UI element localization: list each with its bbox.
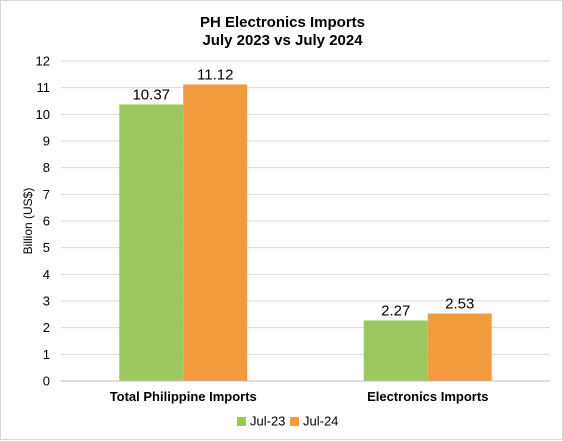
legend-label: Jul-23 (250, 414, 285, 429)
y-tick-label: 12 (36, 54, 50, 69)
chart-title-line2: July 2023 vs July 2024 (202, 32, 363, 49)
legend-swatch (290, 417, 299, 426)
x-category-label: Electronics Imports (367, 389, 488, 404)
x-category-label: Total Philippine Imports (110, 389, 257, 404)
data-label: 2.27 (381, 302, 410, 319)
chart-title-line1: PH Electronics Imports (199, 14, 366, 31)
legend-swatch (237, 417, 246, 426)
y-tick-label: 0 (43, 374, 50, 389)
bar-jul-24 (183, 84, 248, 381)
bar-jul-24 (427, 313, 492, 381)
y-tick-label: 3 (43, 294, 50, 309)
data-label: 2.53 (445, 296, 474, 313)
bar-jul-23 (119, 104, 184, 381)
legend-label: Jul-24 (303, 414, 338, 429)
y-tick-label: 1 (43, 347, 50, 362)
chart-title: PH Electronics Imports July 2023 vs July… (1, 14, 563, 50)
y-tick-label: 2 (43, 320, 50, 335)
y-tick-label: 5 (43, 240, 50, 255)
y-tick-label: 8 (43, 160, 50, 175)
y-tick-label: 11 (37, 80, 51, 95)
y-tick-label: 7 (43, 187, 50, 202)
y-tick-label: 10 (36, 107, 50, 122)
y-tick-label: 9 (43, 134, 50, 149)
y-tick-label: 6 (43, 214, 50, 229)
y-tick-label: 4 (43, 267, 50, 282)
data-label: 11.12 (197, 66, 233, 83)
data-label: 10.37 (132, 86, 170, 103)
y-axis-title: Billion (US$) (21, 188, 35, 255)
bar-jul-23 (363, 320, 428, 381)
